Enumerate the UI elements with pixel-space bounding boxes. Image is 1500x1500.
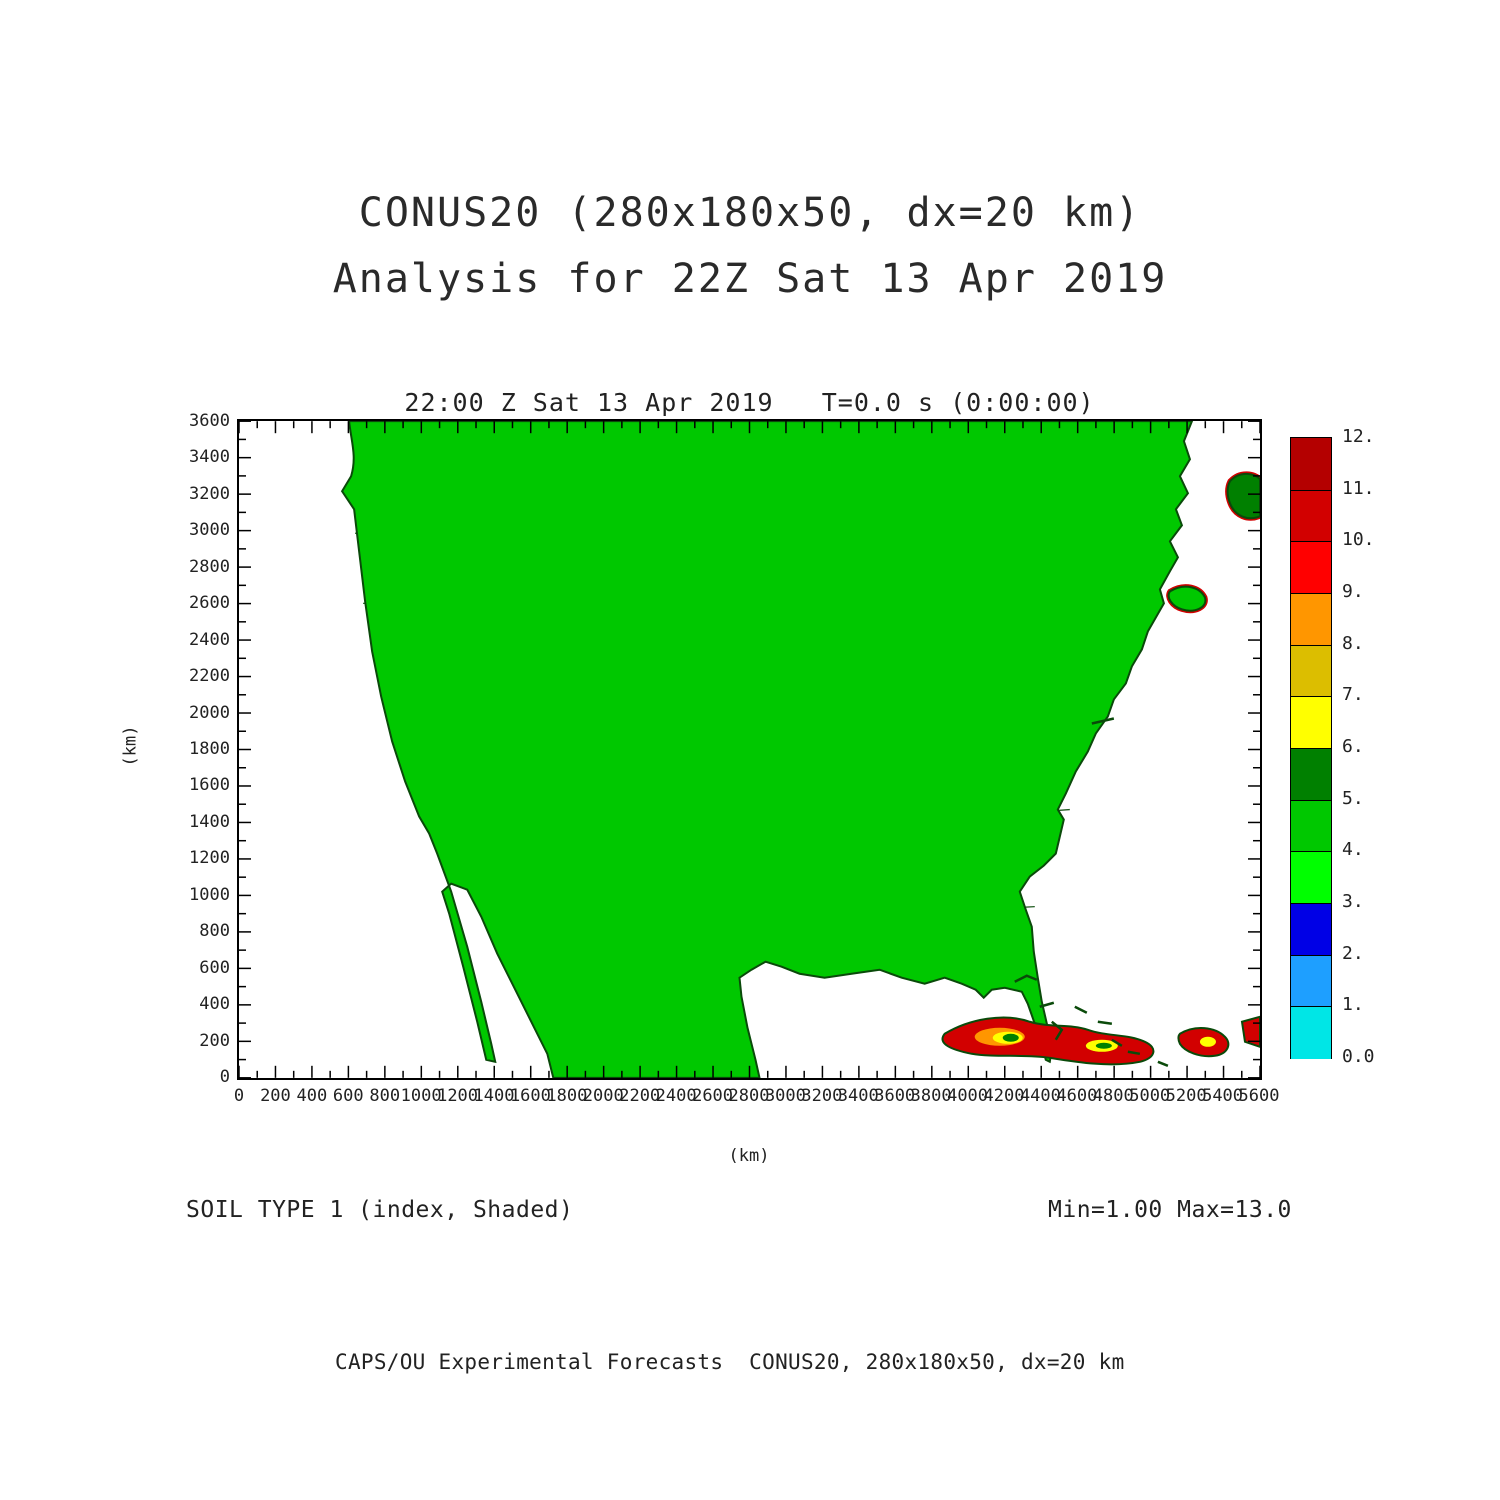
x-tick-label: 4200: [983, 1086, 1025, 1106]
x-axis-title: (km): [728, 1146, 770, 1166]
y-tick-label: 0: [219, 1067, 230, 1087]
bahamas-islands: [1014, 974, 1169, 1067]
plot-area: [237, 419, 1262, 1080]
x-tick-label: 2000: [582, 1086, 624, 1106]
x-tick-label: 200: [260, 1086, 291, 1106]
field-annotation: SOIL TYPE 1 (index, Shaded): [186, 1197, 574, 1223]
y-tick-label: 2600: [189, 593, 230, 614]
y-tick-label: 1600: [189, 775, 230, 796]
x-tick-label: 4000: [947, 1086, 989, 1106]
caribbean-islands: [1177, 1015, 1260, 1058]
x-tick-label: 2400: [655, 1086, 697, 1106]
colorbar-tick-label: 12.: [1342, 426, 1375, 447]
colorbar-cell: [1291, 954, 1331, 1008]
y-axis-title: (km): [120, 725, 141, 767]
coastline: [341, 421, 1193, 1078]
y-tick-label: 2400: [189, 629, 230, 650]
south-texas-lightblue: [744, 1010, 767, 1030]
x-tick-label: 4600: [1056, 1086, 1098, 1106]
minmax-annotation: Min=1.00 Max=13.0: [1048, 1197, 1292, 1223]
x-tick-label: 600: [332, 1086, 364, 1106]
main-title: CONUS20 (280x180x50, dx=20 km): [358, 190, 1142, 236]
x-tick-label: 3600: [874, 1086, 916, 1106]
colorbar-cell: [1291, 799, 1331, 853]
colorbar-cell: [1291, 1006, 1331, 1059]
colorbar: [1290, 437, 1332, 1059]
footer-credit: CAPS/OU Experimental Forecasts CONUS20, …: [335, 1350, 1125, 1374]
y-tick-label: 1200: [189, 848, 230, 869]
y-tick-label: 2200: [189, 666, 230, 687]
x-tick-label: 4800: [1092, 1086, 1134, 1106]
y-tick-label: 200: [199, 1030, 230, 1051]
x-tick-label: 800: [369, 1086, 401, 1106]
y-tick-label: 1000: [189, 884, 230, 905]
conus-map: [239, 421, 1260, 1078]
x-tick-label: 1200: [437, 1086, 479, 1106]
y-tick-label: 800: [199, 921, 230, 942]
colorbar-tick-label: 8.: [1342, 632, 1364, 654]
x-tick-label: 1600: [509, 1086, 551, 1106]
colorbar-cell: [1291, 748, 1331, 801]
x-tick-label: 1000: [400, 1086, 442, 1106]
x-tick-label: 0: [233, 1086, 245, 1106]
axis-ticks: [239, 421, 1260, 1078]
cuba-island: [941, 1016, 1155, 1066]
y-tick-label: 3400: [189, 447, 230, 468]
y-tick-label: 2000: [189, 702, 230, 723]
x-tick-label: 2600: [692, 1086, 734, 1106]
x-tick-label: 4400: [1019, 1086, 1061, 1106]
colorbar-tick-label: 11.: [1342, 477, 1375, 499]
x-tick-label: 3800: [910, 1086, 952, 1106]
y-tick-label: 400: [199, 994, 230, 1015]
x-tick-label: 1400: [473, 1086, 515, 1106]
colorbar-tick-label: 1.: [1342, 994, 1364, 1016]
y-tick-label: 3000: [189, 520, 230, 541]
x-tick-label: 3000: [764, 1086, 806, 1106]
colorbar-tick-label: 3.: [1342, 891, 1364, 912]
x-tick-label: 1800: [546, 1086, 588, 1106]
y-tick-label: 1400: [189, 811, 230, 832]
colorbar-cell: [1291, 696, 1331, 749]
colorbar-cell: [1291, 644, 1331, 698]
x-tick-label: 3400: [837, 1086, 879, 1106]
colorbar-cell: [1291, 593, 1331, 646]
y-tick-label: 2800: [189, 556, 230, 577]
y-tick-label: 3600: [189, 411, 230, 431]
colorbar-tick-label: 2.: [1342, 942, 1364, 964]
x-tick-label: 5200: [1165, 1086, 1207, 1106]
x-tick-label: 5400: [1202, 1086, 1244, 1106]
colorbar-cell: [1291, 903, 1331, 956]
x-tick-label: 2800: [728, 1086, 770, 1106]
x-tick-label: 3200: [801, 1086, 843, 1106]
colorbar-cell: [1291, 851, 1331, 904]
colorbar-tick-label: 7.: [1342, 684, 1364, 706]
colorbar-tick-label: 10.: [1342, 529, 1375, 551]
colorbar-tick-label: 5.: [1342, 787, 1364, 809]
y-tick-label: 600: [199, 957, 230, 978]
colorbar-tick-label: 6.: [1342, 736, 1364, 757]
colorbar-cell: [1291, 489, 1331, 543]
colorbar-tick-label: 4.: [1342, 839, 1364, 861]
x-tick-label: 2200: [619, 1086, 661, 1106]
colorbar-tick-label: 9.: [1342, 581, 1364, 602]
x-tick-label: 400: [296, 1086, 328, 1106]
colorbar-tick-label: 0.0: [1342, 1046, 1375, 1067]
atlantic-canada-islands: [1091, 471, 1260, 725]
x-tick-label: 5600: [1238, 1086, 1280, 1106]
colorbar-cell: [1291, 438, 1331, 490]
y-tick-label: 3200: [189, 483, 230, 504]
x-tick-label: 5000: [1129, 1086, 1171, 1106]
sub-title: Analysis for 22Z Sat 13 Apr 2019: [332, 256, 1168, 302]
plot-header: 22:00 Z Sat 13 Apr 2019 T=0.0 s (0:00:00…: [404, 388, 1095, 417]
y-tick-label: 1800: [189, 739, 230, 759]
colorbar-cell: [1291, 541, 1331, 594]
